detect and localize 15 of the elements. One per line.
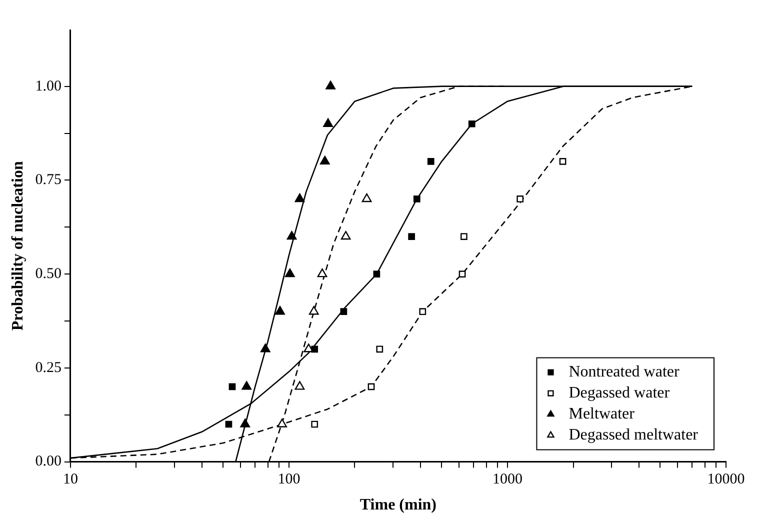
x-tick-label: 10 <box>62 472 78 488</box>
legend-label: Nontreated water <box>568 364 680 381</box>
legend-label: Meltwater <box>568 406 636 423</box>
y-tick-label: 0.75 <box>35 172 62 188</box>
y-tick-label: 0.25 <box>35 360 62 376</box>
x-tick-label: 10000 <box>707 472 745 488</box>
x-axis-title: Time (min) <box>360 496 437 514</box>
y-tick-label: 1.00 <box>35 78 62 94</box>
y-axis-title: Probability of nucleation <box>10 161 27 331</box>
x-tick-label: 100 <box>278 472 300 488</box>
legend-label: Degassed water <box>568 384 670 402</box>
x-tick-label: 1000 <box>492 472 522 488</box>
legend-label: Degassed meltwater <box>568 426 699 444</box>
y-tick-label: 0.00 <box>35 454 62 470</box>
y-tick-label: 0.50 <box>35 266 62 282</box>
